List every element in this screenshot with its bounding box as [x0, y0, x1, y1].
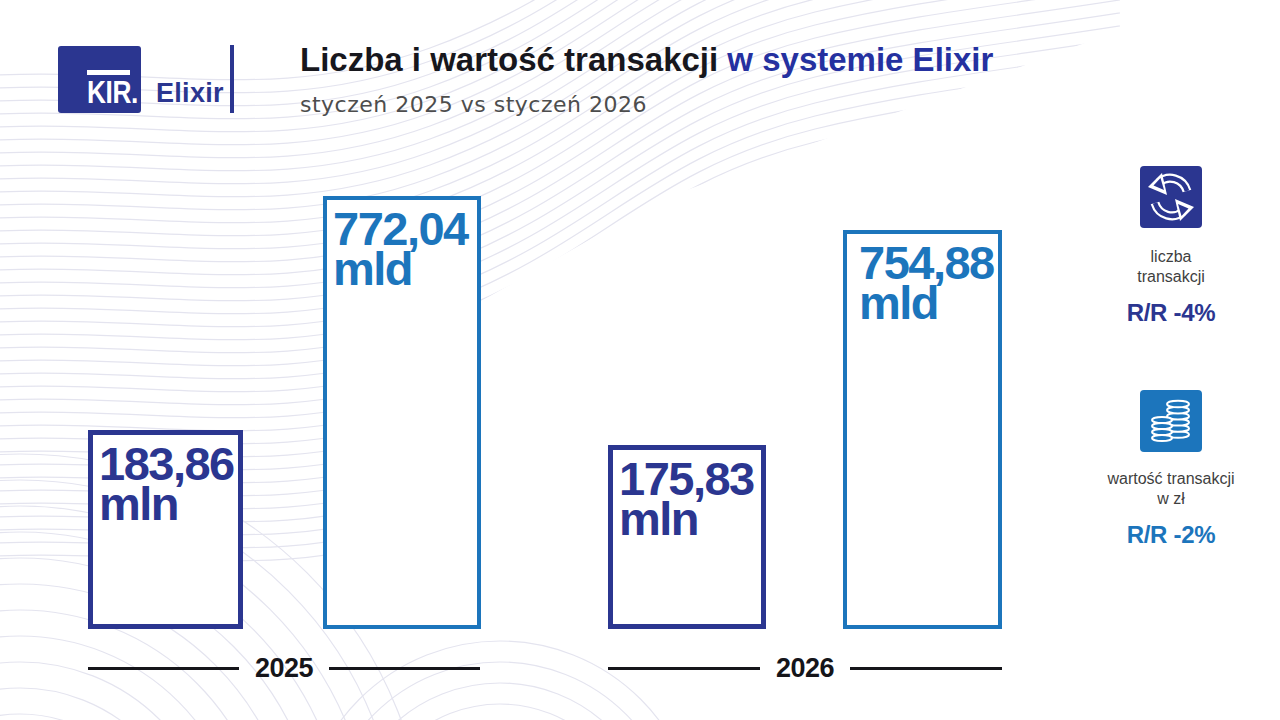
bar-2025-liczba: 183,86mln [88, 430, 243, 629]
bar-2026-wartosc-label: 754,88mld [847, 234, 998, 323]
page-title-main: Liczba i wartość transakcji [300, 41, 718, 78]
axis-group-2025: 2025 [88, 653, 480, 684]
page-title-accent: w systemie Elixir [727, 41, 993, 78]
axis-year-2025: 2025 [255, 653, 313, 684]
axis-line [88, 667, 239, 670]
legend-metric-wartosc: R/R -2% [1071, 521, 1271, 549]
axis-group-2026: 2026 [608, 653, 1002, 684]
axis-line [608, 667, 760, 670]
kir-logo: KIR. [58, 46, 141, 113]
bar-2026-liczba: 175,83mln [608, 445, 766, 629]
coins-icon [1140, 390, 1202, 452]
axis-line [329, 667, 480, 670]
axis-year-2026: 2026 [776, 653, 834, 684]
bar-2025-liczba-label: 183,86mln [93, 435, 238, 524]
page-title: Liczba i wartość transakcji w systemie E… [300, 41, 993, 79]
cycle-arrows-icon [1140, 166, 1202, 228]
legend-label-wartosc: wartość transakcji w zł [1071, 469, 1271, 510]
legend-metric-liczba: R/R -4% [1071, 299, 1271, 327]
axis-line [850, 667, 1002, 670]
page-subtitle: styczeń 2025 vs styczeń 2026 [300, 92, 647, 117]
bar-2025-wartosc-label: 772,04mld [327, 200, 477, 289]
logo-separator [230, 45, 234, 113]
bar-2025-wartosc: 772,04mld [323, 196, 481, 629]
kir-logo-text: KIR. [87, 76, 131, 110]
elixir-logo-text: Elixir [156, 78, 224, 109]
bar-2026-wartosc: 754,88mld [843, 230, 1002, 629]
legend-label-liczba: liczba transakcji [1071, 247, 1271, 288]
bar-2026-liczba-label: 175,83mln [613, 450, 761, 539]
